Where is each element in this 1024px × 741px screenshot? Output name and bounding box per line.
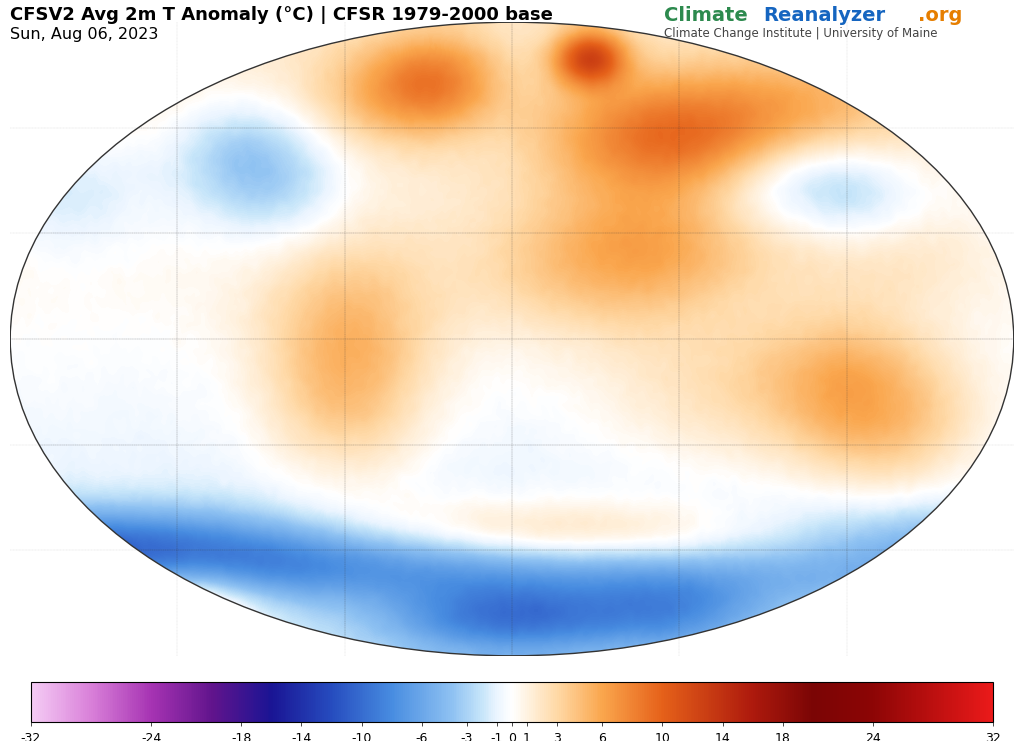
Text: Climate: Climate: [664, 6, 748, 25]
Text: Reanalyzer: Reanalyzer: [763, 6, 885, 25]
Text: CFSV2 Avg 2m T Anomaly (°C) | CFSR 1979-2000 base: CFSV2 Avg 2m T Anomaly (°C) | CFSR 1979-…: [10, 6, 553, 24]
Text: Climate Change Institute | University of Maine: Climate Change Institute | University of…: [664, 27, 937, 41]
Text: Sun, Aug 06, 2023: Sun, Aug 06, 2023: [10, 27, 159, 41]
Text: .org: .org: [918, 6, 962, 25]
